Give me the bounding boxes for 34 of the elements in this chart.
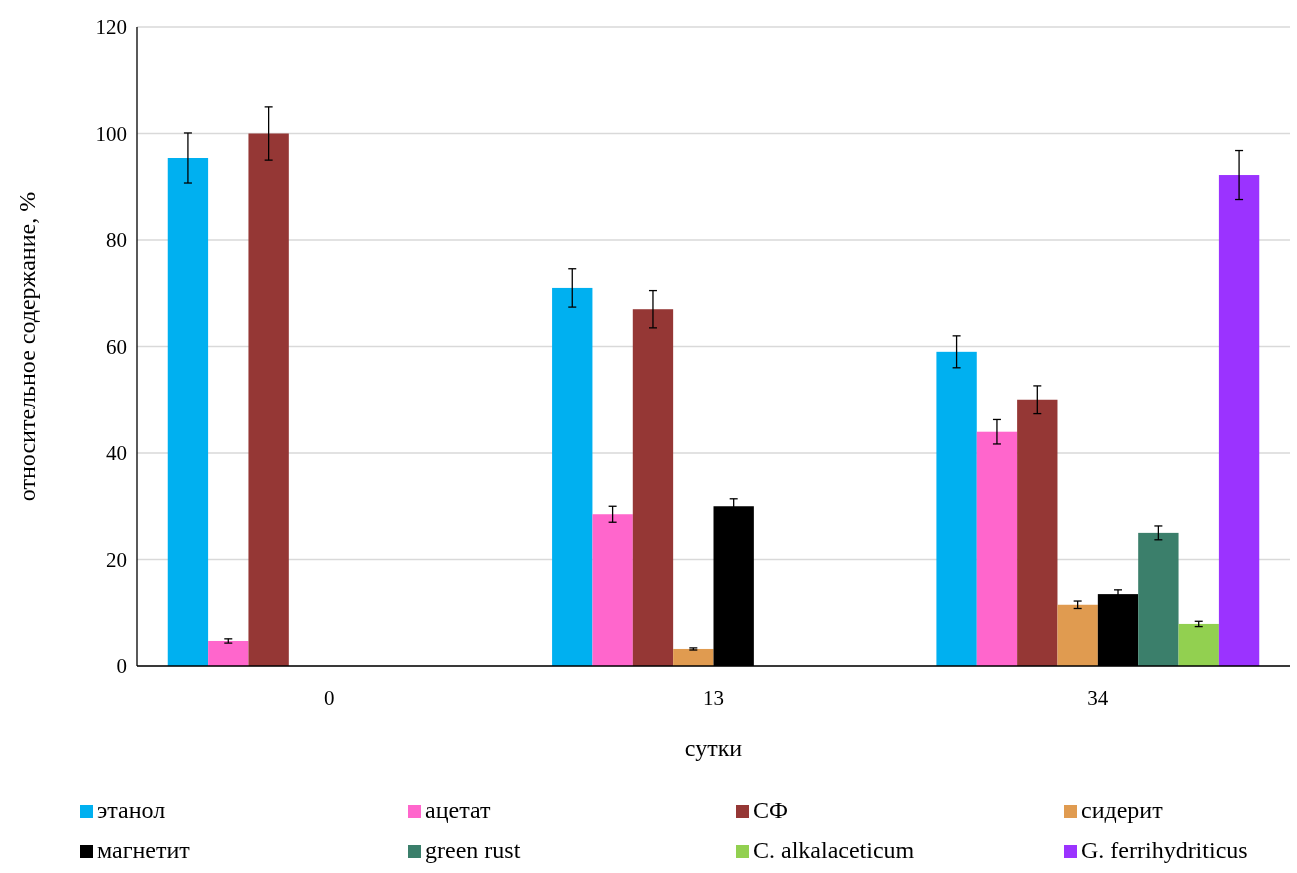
bar xyxy=(673,648,714,666)
bar xyxy=(1057,604,1098,666)
legend-label: green rust xyxy=(425,837,521,863)
x-tick-label: 34 xyxy=(1087,686,1109,710)
legend-label: этанол xyxy=(97,797,166,823)
x-tick-label: 13 xyxy=(703,686,724,710)
y-tick-label: 20 xyxy=(106,547,127,572)
bar xyxy=(592,514,633,666)
legend-label: ацетат xyxy=(425,797,491,823)
legend-label: G. ferrihydriticus xyxy=(1081,837,1248,863)
x-tick-label: 0 xyxy=(323,686,335,710)
bar xyxy=(976,431,1018,666)
y-tick-label: 0 xyxy=(116,654,127,679)
y-tick-label: 60 xyxy=(106,334,127,359)
bar xyxy=(632,309,674,666)
y-tick-label: 120 xyxy=(95,15,127,40)
bar xyxy=(936,351,977,666)
legend-label: СФ xyxy=(753,797,788,823)
bar xyxy=(167,158,209,666)
y-tick-label: 100 xyxy=(95,121,127,146)
y-tick-label: 80 xyxy=(106,228,127,253)
bar xyxy=(552,287,593,666)
bar xyxy=(1218,175,1260,666)
y-tick-label: 40 xyxy=(106,441,127,466)
y-axis-title: относительное содержание, % xyxy=(14,191,40,502)
bar xyxy=(1017,399,1058,666)
legend-label: магнетит xyxy=(97,837,191,863)
legend-label: сидерит xyxy=(1081,797,1164,823)
bar xyxy=(248,133,289,666)
bar xyxy=(1178,623,1219,666)
legend-label: C. alkalaceticum xyxy=(753,837,915,863)
x-axis-title: сутки xyxy=(684,735,743,761)
bar xyxy=(208,640,249,666)
bar xyxy=(1138,532,1179,666)
